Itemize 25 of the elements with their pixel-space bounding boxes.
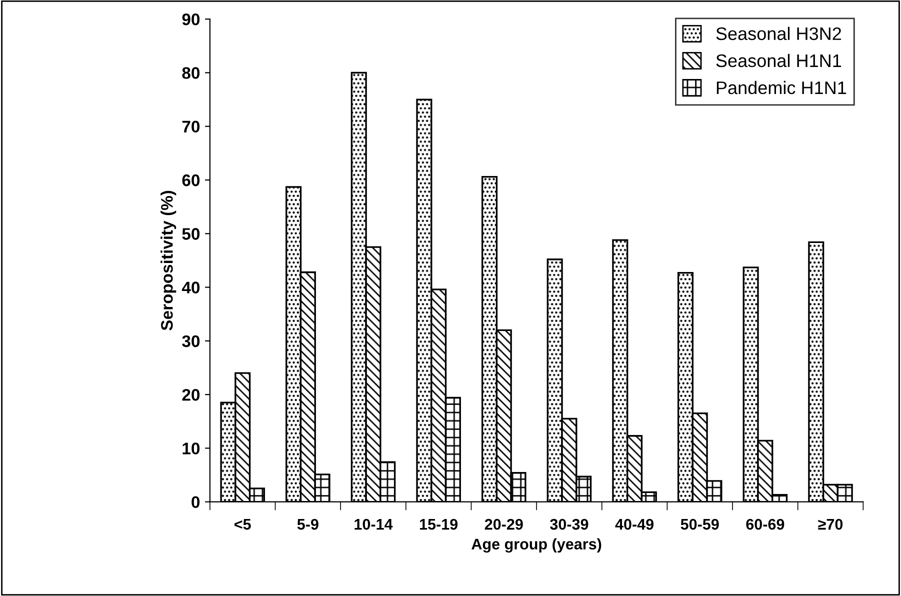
y-tick-label: 30 [182, 335, 200, 348]
legend-label: Pandemic H1N1 [716, 80, 846, 94]
y-tick-label: 0 [192, 496, 200, 508]
y-tick-label: 90 [182, 13, 200, 26]
x-tick-label: 20-29 [484, 518, 523, 530]
x-axis-title: Age group (years) [472, 538, 602, 553]
x-tick-label: ≥70 [818, 518, 843, 530]
y-tick-label: 60 [182, 174, 200, 186]
x-tick-label: 40-49 [615, 518, 654, 530]
y-tick-label: 50 [182, 228, 200, 240]
x-tick-label: 5-9 [297, 518, 318, 530]
y-tick-label: 70 [182, 120, 200, 133]
y-tick-label: 10 [182, 442, 200, 454]
legend-label: Seasonal H3N2 [716, 26, 842, 40]
y-axis-title: Seropositivity (%) [160, 190, 176, 330]
x-tick-label: 60-69 [746, 518, 784, 530]
x-tick-label: <5 [234, 519, 251, 530]
x-tick-label: 30-39 [550, 518, 588, 530]
legend-label: Seasonal H1N1 [716, 54, 842, 68]
x-tick-label: 15-19 [420, 518, 458, 530]
y-tick-label: 80 [182, 67, 200, 79]
y-tick-label: 40 [182, 282, 200, 294]
x-tick-label: 10-14 [354, 518, 393, 530]
x-tick-label: 50-59 [680, 518, 719, 530]
y-tick-label: 20 [182, 388, 200, 401]
